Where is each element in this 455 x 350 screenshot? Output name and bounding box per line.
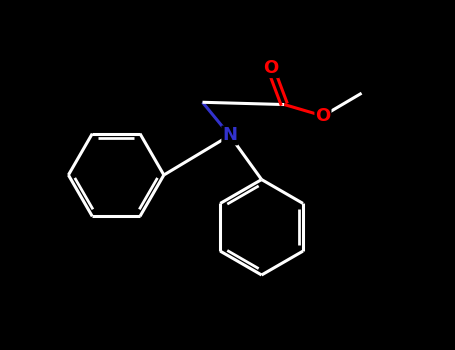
- Text: O: O: [263, 59, 278, 77]
- Text: O: O: [315, 107, 331, 125]
- Text: N: N: [222, 126, 237, 145]
